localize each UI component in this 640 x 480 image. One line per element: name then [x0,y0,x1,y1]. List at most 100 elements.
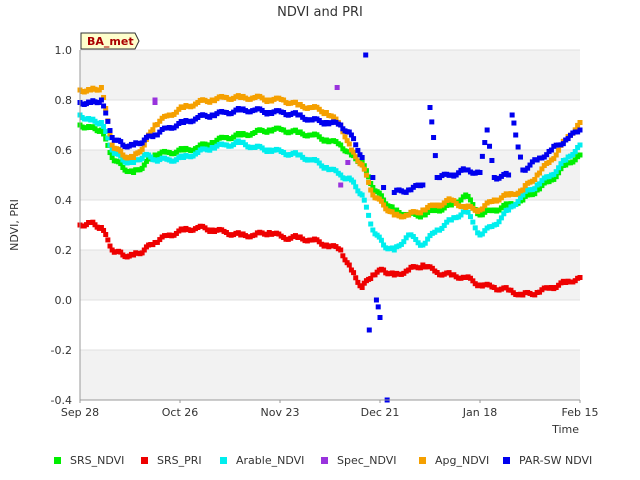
legend-item-srs-ndvi: SRS_NDVI [54,454,124,467]
legend-swatch [419,457,426,464]
legend-item-par-sw-ndvi: PAR-SW NDVI [503,454,592,467]
data-point [467,197,473,203]
x-tick-label: Jan 18 [462,406,497,419]
data-point [292,99,298,105]
data-point [470,219,476,225]
data-point [370,175,376,180]
data-point [154,239,160,245]
data-point [429,265,435,271]
data-point [381,267,387,273]
data-point [370,185,376,190]
data-point [577,127,583,133]
data-point [363,204,369,210]
series-spec-ndvi [152,85,351,188]
data-point [401,239,407,245]
data-point [109,155,115,160]
data-point [472,225,478,231]
data-point [577,142,583,148]
data-point [345,160,351,165]
data-point [333,116,339,122]
data-point [498,215,504,221]
data-point [470,278,476,284]
legend-swatch [141,457,148,464]
data-point [353,142,359,148]
data-point [479,153,485,159]
data-point [417,265,423,271]
data-point [109,142,115,148]
data-point [389,204,395,210]
data-point [517,195,523,201]
data-point [357,152,363,158]
data-point [118,249,124,255]
legend-item-srs-pri: SRS_PRI [141,454,202,467]
x-tick-label: Dec 21 [361,406,400,419]
data-point [103,129,109,135]
data-point [513,201,519,207]
data-point [458,212,464,218]
data-point [351,149,357,155]
data-point [422,240,428,246]
data-point [376,234,382,240]
data-point [107,131,113,137]
data-point [465,193,471,199]
data-point [359,162,365,168]
data-point [572,157,578,163]
data-point [98,225,104,230]
y-tick-label: 0.0 [55,294,73,307]
data-point [107,243,113,249]
x-tick-label: Nov 23 [261,406,300,419]
data-point [366,179,372,185]
data-point [346,141,352,147]
data-point [152,100,158,105]
data-point [398,241,404,247]
data-point [340,253,346,259]
data-point [527,162,533,168]
data-point [441,222,447,228]
data-point [381,242,387,248]
data-point [361,166,367,172]
data-point [118,139,124,145]
y-tick-label: 1.0 [55,44,73,57]
legend-label: SRS_NDVI [70,454,124,467]
data-point [141,247,147,253]
x-tick-label: Feb 15 [562,406,599,419]
data-point [389,209,395,215]
data-point [90,219,96,225]
x-tick-label: Oct 26 [162,406,199,419]
y-axis-label: NDVI, PRI [8,199,21,251]
data-point [539,178,545,184]
data-point [403,235,409,241]
data-point [154,132,160,138]
data-point [131,155,137,160]
data-point [532,191,538,197]
data-point [366,212,372,218]
legend-item-arable-ndvi: Arable_NDVI [220,454,304,467]
legend-swatch [321,457,328,464]
data-point [338,172,344,178]
data-point [366,327,372,333]
data-point [544,152,550,158]
data-point [131,160,137,165]
data-point [506,207,512,213]
data-point [406,267,412,273]
data-point [537,186,543,192]
data-point [139,165,145,171]
data-point [207,147,213,153]
data-point [342,257,348,263]
data-point [413,236,419,242]
data-point [353,275,359,281]
data-point [391,247,397,253]
data-point [107,128,113,134]
data-point [368,276,374,282]
legend-item-apg-ndvi: Apg_NDVI [419,454,489,467]
series-apg-ndvi [77,85,583,220]
legend-label: Arable_NDVI [236,454,304,467]
data-point [342,134,348,140]
data-point [351,270,357,276]
data-point [377,315,383,320]
data-point [565,136,571,142]
data-point [120,165,126,170]
data-point [351,136,357,142]
data-point [537,181,543,187]
data-point [348,267,354,273]
